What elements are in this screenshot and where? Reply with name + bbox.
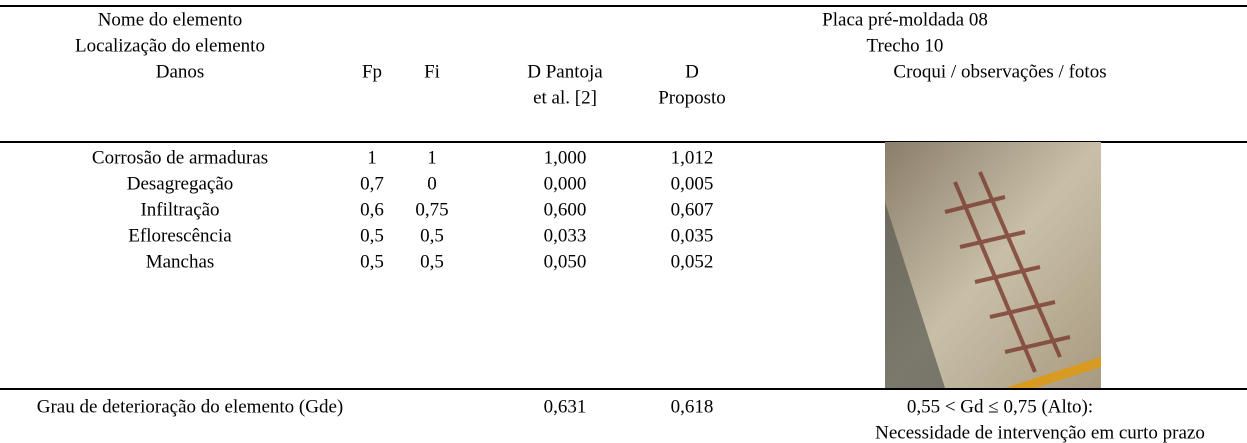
column-header: D Pantoja xyxy=(527,61,603,83)
cell: 0,5 xyxy=(360,251,384,273)
cell: 0,6 xyxy=(360,199,384,221)
photo xyxy=(885,142,1101,388)
cell: 0,7 xyxy=(360,173,384,195)
column-header: Proposto xyxy=(658,87,726,109)
cell: 0,607 xyxy=(670,199,714,221)
cell: 0,5 xyxy=(420,225,444,247)
cell: 0,5 xyxy=(360,225,384,247)
cell: 1 xyxy=(427,147,437,169)
cell: 0,052 xyxy=(670,251,714,273)
column-header: Croqui / observações / fotos xyxy=(893,61,1107,83)
cell: 0,5 xyxy=(420,251,444,273)
rule xyxy=(0,5,1247,7)
label: Localização do elemento xyxy=(75,35,265,57)
classification: 0,55 < Gd ≤ 0,75 (Alto): xyxy=(906,396,1094,418)
cell: 0,618 xyxy=(670,396,714,418)
cell: 0,631 xyxy=(543,396,587,418)
cell: 1,012 xyxy=(670,147,714,169)
rule xyxy=(0,388,1247,390)
value: Placa pré-moldada 08 xyxy=(822,9,988,31)
rule xyxy=(0,141,1247,143)
cell: 0,000 xyxy=(543,173,587,195)
cell: Manchas xyxy=(145,251,215,273)
footer-label: Grau de deterioração do elemento (Gde) xyxy=(36,396,344,418)
column-header: Fi xyxy=(424,61,440,83)
value: Trecho 10 xyxy=(866,35,944,57)
cell: 0 xyxy=(427,173,437,195)
cell: 0,050 xyxy=(543,251,587,273)
cell: Infiltração xyxy=(140,199,220,221)
cell: Corrosão de armaduras xyxy=(91,147,269,169)
column-header: et al. [2] xyxy=(533,87,597,109)
cell: 0,75 xyxy=(415,199,449,221)
cell: 0,005 xyxy=(670,173,714,195)
recommendation: Necessidade de intervenção em curto praz… xyxy=(875,422,1205,443)
column-header: Fp xyxy=(361,61,383,83)
cell: Eflorescência xyxy=(128,225,232,247)
column-header: Danos xyxy=(155,61,205,83)
cell: 1 xyxy=(367,147,377,169)
cell: 1,000 xyxy=(543,147,587,169)
label: Nome do elemento xyxy=(97,9,243,31)
cell: Desagregação xyxy=(126,173,234,195)
cell: 0,033 xyxy=(543,225,587,247)
column-header: D xyxy=(685,61,699,83)
cell: 0,600 xyxy=(543,199,587,221)
cell: 0,035 xyxy=(670,225,714,247)
